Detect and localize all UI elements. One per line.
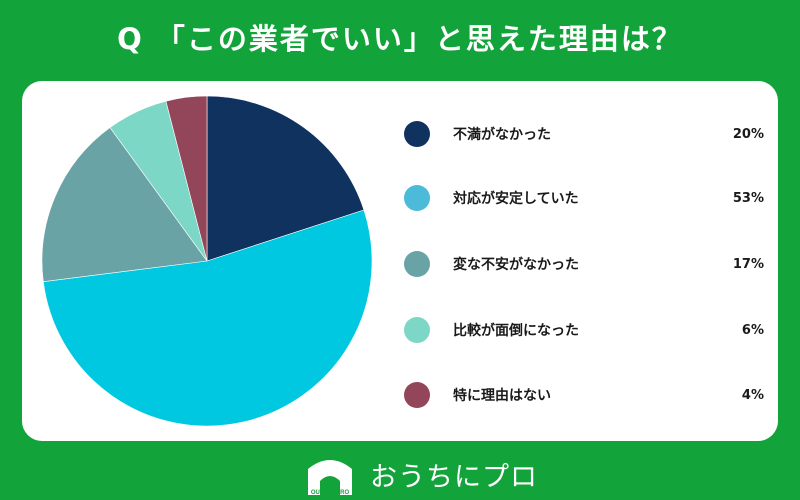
- legend-percentage: 53%: [732, 190, 764, 206]
- pie-slice-3: [41, 127, 208, 283]
- legend-percentage: 17%: [732, 256, 764, 272]
- legend-swatch: [404, 317, 430, 343]
- house-logo-icon: OUCHINIPRO: [308, 460, 352, 496]
- legend-swatch: [404, 251, 430, 277]
- legend-item: 比較が面倒になった 6%: [404, 313, 764, 347]
- legend-item: 特に理由はない 4%: [404, 378, 764, 412]
- legend-label: 比較が面倒になった: [453, 323, 579, 339]
- legend-label: 特に理由はない: [453, 388, 551, 404]
- legend-item: 対応が安定していた 53%: [404, 181, 764, 215]
- legend-percentage: 20%: [732, 126, 764, 142]
- legend-swatch: [404, 185, 430, 211]
- legend-percentage: 6%: [741, 322, 764, 338]
- legend-swatch: [404, 382, 430, 408]
- pie-slice-1: [206, 95, 365, 262]
- legend-item: 変な不安がなかった 17%: [404, 247, 764, 281]
- pie-slice-2: [42, 209, 373, 427]
- legend-percentage: 4%: [741, 387, 764, 403]
- legend-item: 不満がなかった 20%: [404, 117, 764, 151]
- chart-card: 不満がなかった 20% 対応が安定していた 53% 変な不安がなかった 17% 比較が面倒に…: [22, 81, 778, 441]
- logo-small-text: OUCHINIPRO: [311, 490, 350, 496]
- legend-label: 対応が安定していた: [453, 191, 579, 207]
- legend-label: 変な不安がなかった: [453, 257, 579, 273]
- pie-slice-5: [165, 95, 208, 262]
- legend-label: 不満がなかった: [453, 127, 551, 143]
- page-title: Q 「この業者でいい」と思えた理由は？: [117, 22, 683, 56]
- brand-name: おうちにプロ: [370, 461, 538, 493]
- pie-chart: [41, 95, 373, 427]
- legend-swatch: [404, 121, 430, 147]
- footer-brand: OUCHINIPRO おうちにプロ: [304, 451, 538, 497]
